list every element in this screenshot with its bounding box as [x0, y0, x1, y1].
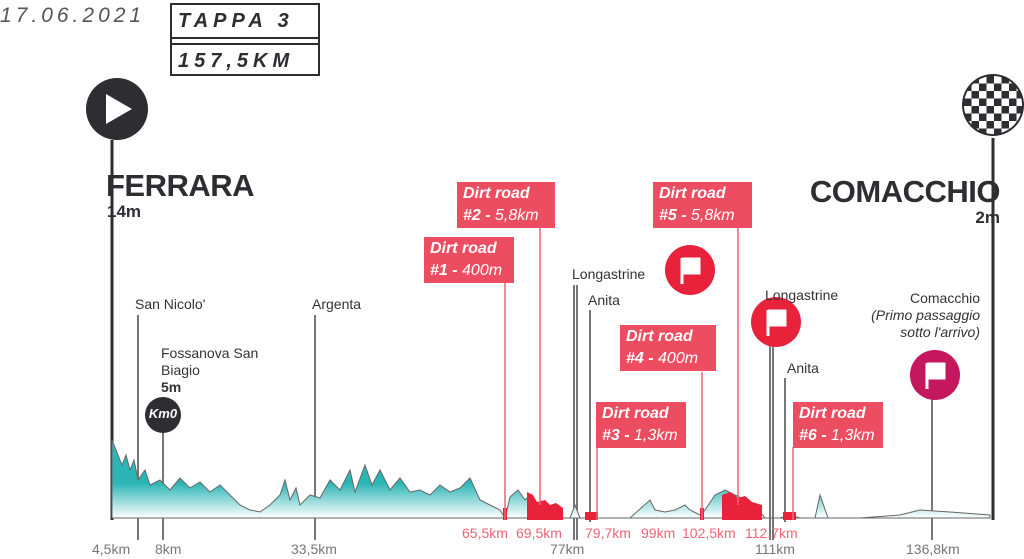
- km-mark: 77km: [550, 541, 585, 557]
- checker-square: [979, 106, 987, 114]
- checker-square: [1016, 128, 1022, 134]
- stage-title: TAPPA 3: [172, 5, 318, 39]
- km-mark: 136,8km: [906, 541, 960, 557]
- dirt-road-box: Dirt road #6 - 1,3km: [793, 402, 883, 448]
- checker-square: [986, 128, 994, 134]
- checker-square: [994, 106, 1002, 114]
- stage-date: 17.06.2021: [0, 4, 146, 27]
- km-mark: 4,5km: [92, 541, 131, 557]
- checkered-flag-icon: [962, 74, 1024, 136]
- checker-square: [986, 113, 994, 121]
- dirt-km: 112,7km: [745, 525, 798, 541]
- checker-square: [979, 91, 987, 99]
- km-mark: 8km: [155, 541, 182, 557]
- play-icon: [86, 78, 148, 140]
- checker-square: [994, 76, 1002, 84]
- stage-distance: 157,5KM: [172, 43, 318, 77]
- km0-icon: [145, 397, 181, 433]
- dirt-road-box: Dirt road #1 - 400m: [424, 237, 514, 283]
- checker-square: [994, 91, 1002, 99]
- dirt-lines: [504, 227, 794, 520]
- place-lines: [110, 138, 995, 540]
- stage-box: TAPPA 3 157,5KM: [170, 3, 320, 76]
- checker-square: [979, 121, 987, 129]
- checker-square: [971, 113, 979, 121]
- checker-square: [964, 91, 972, 99]
- checker-square: [1001, 128, 1009, 134]
- dirt-road-box: Dirt road #2 - 5,8km: [457, 182, 555, 228]
- checker-square: [964, 76, 972, 84]
- place-label: Argenta: [312, 296, 362, 312]
- place-label: Anita: [588, 292, 620, 308]
- dirt-segments: [503, 492, 796, 520]
- checker-square: [964, 106, 972, 114]
- checker-square: [986, 83, 994, 91]
- checker-square: [1016, 113, 1022, 121]
- flag-icon: [910, 350, 960, 400]
- place-label: Longastrine: [572, 266, 646, 282]
- place-label: Fossanova San Biagio 5m: [161, 345, 259, 395]
- checker-square: [1009, 121, 1017, 129]
- flag-icon: [665, 245, 715, 295]
- checker-square: [1016, 98, 1022, 106]
- checker-square: [1001, 83, 1009, 91]
- checker-square: [1009, 106, 1017, 114]
- dirt-road-box: Dirt road #3 - 1,3km: [596, 402, 686, 448]
- checker-square: [994, 121, 1002, 129]
- place-label: Longastrine: [765, 287, 839, 303]
- place-label: San Nicolo': [135, 296, 206, 312]
- finish-city: COMACCHIO: [809, 174, 1001, 209]
- dirt-km: 79,7km: [585, 525, 631, 541]
- dirt-km: 69,5km: [516, 525, 562, 541]
- km0-label: Km0: [148, 406, 178, 421]
- checker-square: [986, 98, 994, 106]
- dirt-km: 99km: [641, 525, 676, 541]
- checker-square: [1001, 113, 1009, 121]
- place-label: Anita: [787, 360, 819, 376]
- km-mark: 111km: [755, 541, 795, 557]
- start-altitude: 14m: [107, 202, 142, 221]
- km-mark: 33,5km: [291, 541, 337, 557]
- checker-square: [1001, 98, 1009, 106]
- checker-square: [979, 76, 987, 84]
- checker-square: [971, 83, 979, 91]
- dirt-km: 65,5km: [462, 525, 508, 541]
- dirt-road-box: Dirt road #4 - 400m: [620, 325, 716, 371]
- place-label: Comacchio (Primo passaggio sotto l'arrivo…: [871, 290, 980, 340]
- checker-square: [971, 98, 979, 106]
- checker-square: [1009, 91, 1017, 99]
- flag-icon: [751, 297, 801, 347]
- finish-altitude: 2m: [975, 208, 1000, 227]
- dirt-road-box: Dirt road #5 - 5,8km: [653, 182, 752, 228]
- start-city: FERRARA: [106, 168, 255, 203]
- dirt-km: 102,5km: [682, 525, 736, 541]
